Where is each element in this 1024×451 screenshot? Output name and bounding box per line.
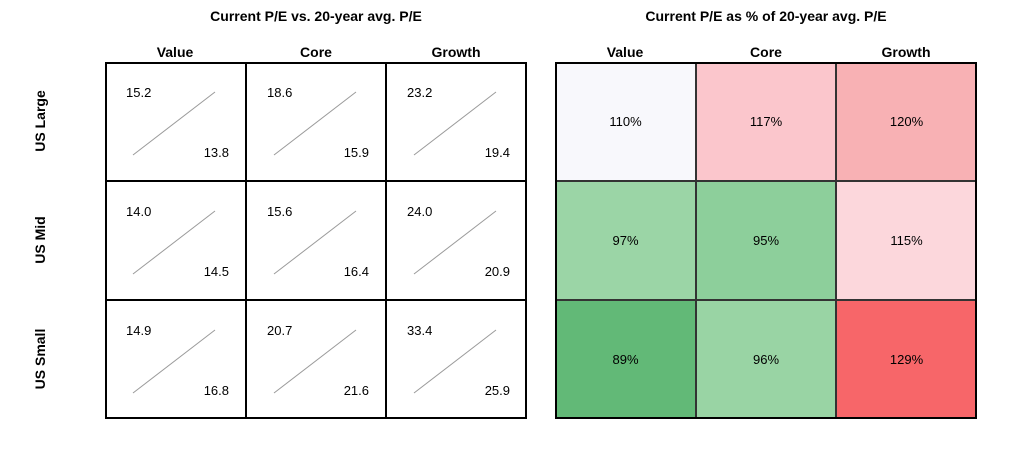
heatmap-cell-us-large-value: 110%	[555, 62, 696, 181]
diagonal-divider	[413, 91, 497, 156]
avg-pe-label: 21.6	[343, 383, 369, 398]
diagonal-divider	[273, 329, 357, 394]
pe-cell-us-small-value: 14.9 16.8	[105, 300, 246, 419]
right-col-header-core: Core	[750, 44, 782, 60]
diagonal-line	[413, 91, 497, 156]
heatmap-cell-us-small-value: 89%	[555, 300, 696, 419]
avg-pe-label: 16.4	[343, 264, 369, 279]
left-chart-title: Current P/E vs. 20-year avg. P/E	[210, 8, 422, 24]
diagonal-line	[132, 210, 216, 275]
avg-pe-label: 16.8	[203, 383, 229, 398]
diagonal-divider	[132, 91, 216, 156]
diagonal-divider	[132, 210, 216, 275]
diagonal-line	[132, 91, 216, 156]
current-pe-label: 14.9	[126, 323, 152, 338]
diagonal-divider	[132, 329, 216, 394]
diagonal-line	[273, 329, 357, 394]
row-header-us-small: US Small	[10, 300, 70, 418]
pe-comparison-grid: 15.2 13.8 18.6 15.9 23.2 19.4 14.0 14.5 15.6 16.4…	[105, 62, 527, 419]
current-pe-label: 18.6	[267, 85, 293, 100]
diagonal-divider	[273, 91, 357, 156]
heatmap-cell-us-large-growth: 120%	[836, 62, 977, 181]
pe-cell-us-mid-core: 15.6 16.4	[246, 181, 386, 300]
pe-cell-us-large-core: 18.6 15.9	[246, 62, 386, 181]
diagonal-line	[132, 329, 216, 394]
diagonal-line	[273, 91, 357, 156]
row-header-label: US Small	[32, 328, 48, 390]
diagonal-divider	[413, 329, 497, 394]
row-header-label: US Large	[32, 90, 48, 152]
right-col-header-value: Value	[606, 44, 644, 60]
right-chart-title: Current P/E as % of 20-year avg. P/E	[645, 8, 887, 24]
row-header-label: US Mid	[32, 216, 48, 264]
current-pe-label: 20.7	[267, 323, 293, 338]
left-col-header-growth: Growth	[431, 44, 481, 60]
pe-cell-us-small-growth: 33.4 25.9	[386, 300, 527, 419]
heatmap-cell-us-mid-value: 97%	[555, 181, 696, 300]
pe-cell-us-large-value: 15.2 13.8	[105, 62, 246, 181]
current-pe-label: 15.2	[126, 85, 152, 100]
current-pe-label: 33.4	[407, 323, 433, 338]
pe-cell-us-large-growth: 23.2 19.4	[386, 62, 527, 181]
pe-cell-us-small-core: 20.7 21.6	[246, 300, 386, 419]
diagonal-divider	[413, 210, 497, 275]
heatmap-cell-us-small-growth: 129%	[836, 300, 977, 419]
avg-pe-label: 13.8	[203, 145, 229, 160]
current-pe-label: 15.6	[267, 204, 293, 219]
row-header-us-mid: US Mid	[10, 181, 70, 299]
diagonal-line	[413, 329, 497, 394]
current-pe-label: 24.0	[407, 204, 433, 219]
avg-pe-label: 15.9	[343, 145, 369, 160]
avg-pe-label: 19.4	[484, 145, 510, 160]
left-col-header-value: Value	[156, 44, 194, 60]
avg-pe-label: 25.9	[484, 383, 510, 398]
diagonal-line	[413, 210, 497, 275]
avg-pe-label: 20.9	[484, 264, 510, 279]
pe-cell-us-mid-growth: 24.0 20.9	[386, 181, 527, 300]
left-col-header-core: Core	[300, 44, 332, 60]
diagonal-divider	[273, 210, 357, 275]
heatmap-cell-us-small-core: 96%	[696, 300, 836, 419]
diagonal-line	[273, 210, 357, 275]
heatmap-cell-us-mid-growth: 115%	[836, 181, 977, 300]
right-col-header-growth: Growth	[881, 44, 931, 60]
current-pe-label: 14.0	[126, 204, 152, 219]
avg-pe-label: 14.5	[203, 264, 229, 279]
pe-ratio-heatmap: 110% 117% 120% 97% 95% 115% 89% 96% 129%	[555, 62, 977, 419]
row-header-us-large: US Large	[10, 62, 70, 180]
current-pe-label: 23.2	[407, 85, 433, 100]
pe-cell-us-mid-value: 14.0 14.5	[105, 181, 246, 300]
heatmap-cell-us-large-core: 117%	[696, 62, 836, 181]
heatmap-cell-us-mid-core: 95%	[696, 181, 836, 300]
